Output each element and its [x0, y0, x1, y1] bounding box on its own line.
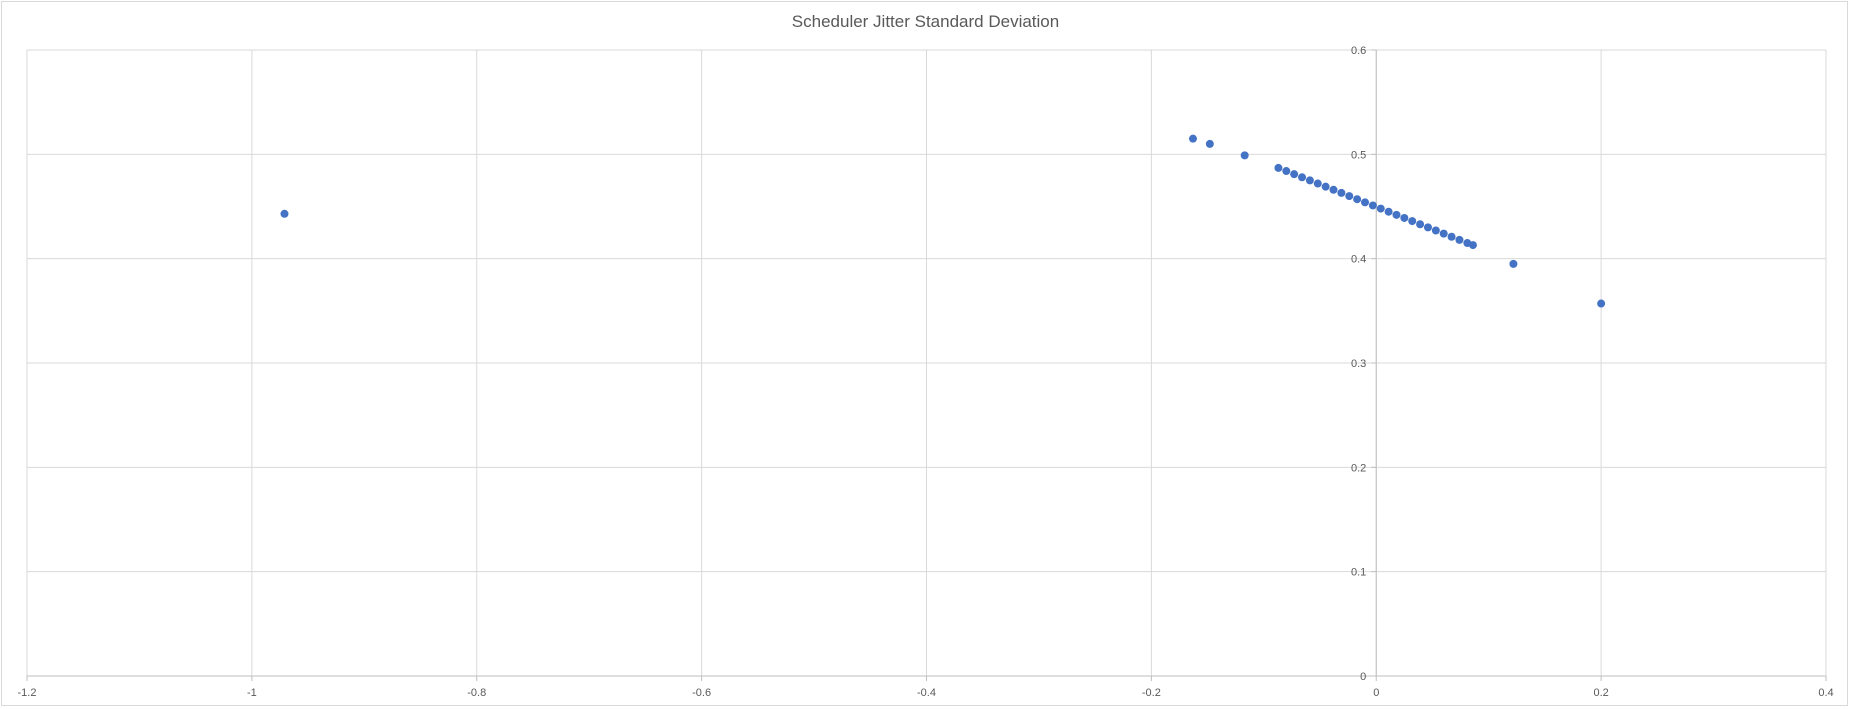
data-point [1298, 173, 1307, 182]
data-point [1337, 188, 1346, 197]
data-point [1345, 192, 1354, 201]
data-point [1392, 210, 1401, 219]
x-tick-label: 0.2 [1593, 687, 1608, 699]
y-tick-label: 0 [1360, 671, 1366, 683]
axes [26, 49, 1827, 681]
data-point [1509, 259, 1518, 268]
x-tick-label: -0.4 [917, 687, 936, 699]
data-point [1423, 223, 1432, 232]
data-points [280, 134, 1606, 308]
chart-title: Scheduler Jitter Standard Deviation [791, 12, 1060, 31]
x-tick-label: -0.6 [692, 687, 711, 699]
data-point [1290, 170, 1299, 179]
y-tick-label: 0.2 [1351, 462, 1366, 474]
x-tick-label: -0.2 [1142, 687, 1161, 699]
y-tick-label: 0.6 [1351, 45, 1366, 57]
data-point [1439, 229, 1448, 238]
data-point [1455, 235, 1464, 244]
data-point [1376, 204, 1385, 213]
data-point [1353, 195, 1362, 204]
data-point [1361, 198, 1370, 207]
y-tick-label: 0.3 [1351, 358, 1366, 370]
data-point [1416, 220, 1425, 229]
data-point [1447, 232, 1456, 241]
y-tick-labels: 0 0.1 0.2 0.3 0.4 0.5 0.6 [1351, 45, 1366, 683]
data-point [1274, 163, 1283, 172]
y-tick-label: 0.1 [1351, 567, 1366, 579]
x-tick-labels: -1.2 -1 -0.8 -0.6 -0.4 -0.2 0 0.2 0.4 [18, 687, 1834, 699]
data-point [1400, 213, 1409, 222]
y-tick-label: 0.5 [1351, 149, 1366, 161]
data-point [1468, 241, 1477, 250]
data-point [1368, 201, 1377, 210]
data-point [1431, 226, 1440, 235]
data-point [1205, 139, 1214, 148]
data-point [1282, 167, 1291, 176]
x-tick-label: 0 [1373, 687, 1379, 699]
data-point [280, 209, 289, 218]
x-tick-label: -1.2 [18, 687, 37, 699]
data-point [1313, 179, 1322, 188]
data-point [1240, 151, 1249, 160]
data-point [1408, 217, 1417, 226]
x-tick-label: -1 [247, 687, 257, 699]
data-point [1597, 299, 1606, 308]
x-tick-label: -0.8 [467, 687, 486, 699]
x-tick-label: 0.4 [1818, 687, 1833, 699]
data-point [1321, 182, 1330, 191]
data-point [1188, 134, 1197, 143]
data-point [1329, 185, 1338, 194]
data-point [1305, 176, 1314, 185]
data-point [1384, 207, 1393, 216]
y-tick-label: 0.4 [1351, 254, 1366, 266]
